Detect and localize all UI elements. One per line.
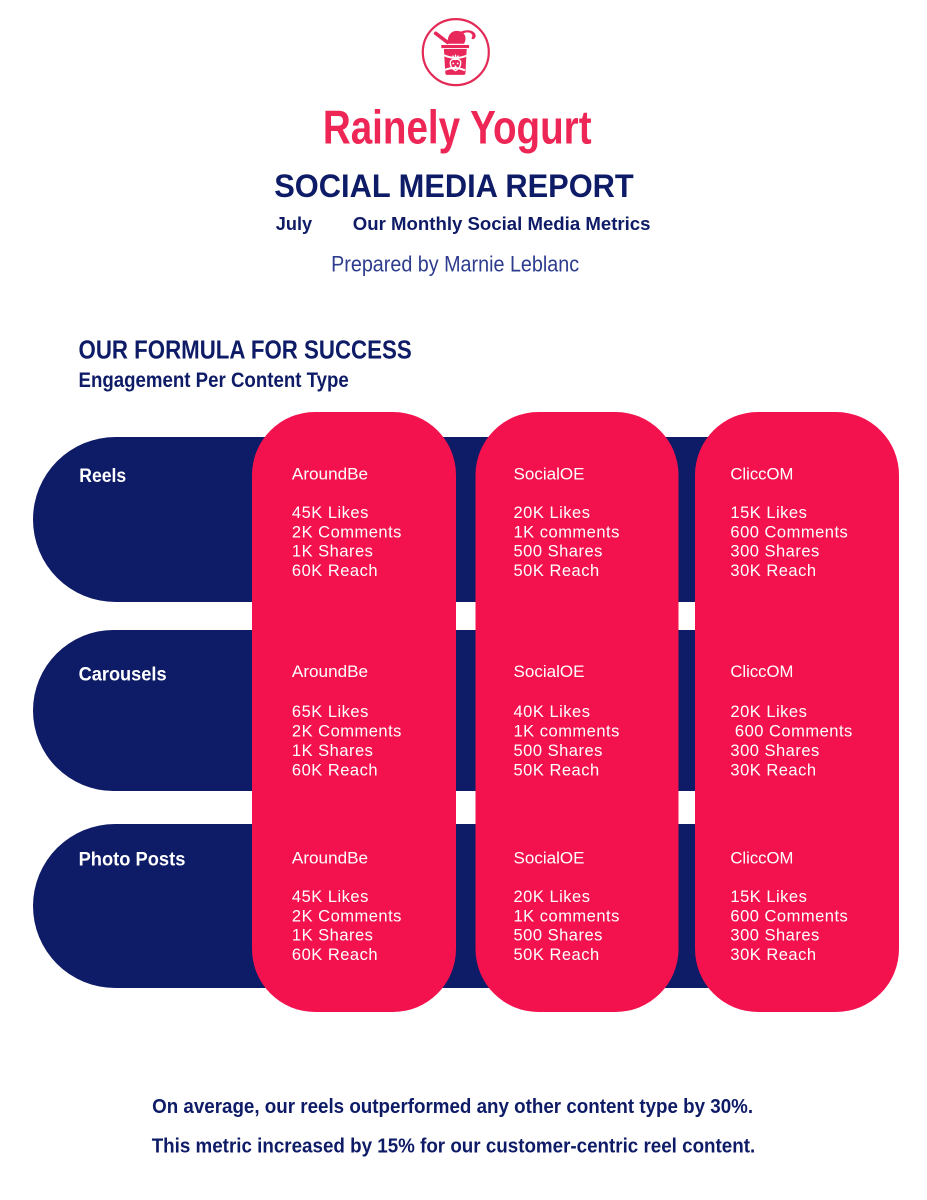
svg-text:SocialOE: SocialOE [514,850,585,868]
svg-text:30K Reach: 30K Reach [730,946,816,964]
svg-text:1K Shares: 1K Shares [292,742,374,760]
svg-text:500 Shares: 500 Shares [514,543,603,561]
svg-text:CliccOM: CliccOM [730,850,793,868]
svg-text:AroundBe: AroundBe [292,850,368,868]
svg-text:CliccOM: CliccOM [730,466,793,484]
svg-text:300 Shares: 300 Shares [730,927,819,945]
svg-text:Photo Posts: Photo Posts [79,850,186,871]
svg-text:AroundBe: AroundBe [292,663,368,681]
svg-text:OUR FORMULA FOR SUCCESS: OUR FORMULA FOR SUCCESS [79,334,412,364]
svg-text:SOCIAL MEDIA REPORT: SOCIAL MEDIA REPORT [274,168,634,204]
svg-text:60K Reach: 60K Reach [292,562,378,580]
svg-text:60K Reach: 60K Reach [292,761,378,779]
svg-text:300 Shares: 300 Shares [730,742,819,760]
svg-text:500 Shares: 500 Shares [514,927,603,945]
svg-text:30K Reach: 30K Reach [730,562,816,580]
svg-text:45K Likes: 45K Likes [292,888,369,906]
svg-text:1K Shares: 1K Shares [292,543,374,561]
svg-text:20K Likes: 20K Likes [514,504,591,522]
svg-text:SocialOE: SocialOE [514,466,585,484]
svg-text:1K comments: 1K comments [514,722,620,740]
svg-text:1K Shares: 1K Shares [292,927,374,945]
svg-text:20K Likes: 20K Likes [730,703,807,721]
svg-text:15K Likes: 15K Likes [730,504,807,522]
svg-text:50K Reach: 50K Reach [514,761,600,779]
svg-text:65K Likes: 65K Likes [292,703,369,721]
svg-text:45K Likes: 45K Likes [292,504,369,522]
svg-text:1K comments: 1K comments [514,523,620,541]
svg-text:This metric increased by 15% f: This metric increased by 15% for our cus… [152,1136,756,1158]
svg-text:50K Reach: 50K Reach [514,562,600,580]
svg-text:July: July [276,214,312,234]
svg-text:15K Likes: 15K Likes [730,888,807,906]
svg-text:2K Comments: 2K Comments [292,907,402,925]
svg-text:300 Shares: 300 Shares [730,543,819,561]
svg-text:30K Reach: 30K Reach [730,761,816,779]
svg-text:1K comments: 1K comments [514,907,620,925]
svg-text:40K Likes: 40K Likes [514,703,591,721]
svg-text:50K Reach: 50K Reach [514,946,600,964]
svg-text:Our Monthly Social Media Metri: Our Monthly Social Media Metrics [353,214,651,234]
svg-text:Carousels: Carousels [79,665,167,686]
svg-text:CliccOM: CliccOM [730,663,793,681]
svg-text:Prepared by Marnie Leblanc: Prepared by Marnie Leblanc [331,251,579,276]
svg-text:Rainely Yogurt: Rainely Yogurt [323,101,592,154]
svg-text:600 Comments: 600 Comments [730,907,848,925]
svg-text:20K Likes: 20K Likes [514,888,591,906]
svg-text:Reels: Reels [79,466,126,487]
svg-text:SocialOE: SocialOE [514,663,585,681]
svg-text:2K Comments: 2K Comments [292,523,402,541]
svg-text:600 Comments: 600 Comments [735,722,853,740]
svg-text:2K Comments: 2K Comments [292,722,402,740]
svg-text:Engagement Per Content Type: Engagement Per Content Type [79,369,349,392]
svg-text:AroundBe: AroundBe [292,466,368,484]
svg-text:500 Shares: 500 Shares [514,742,603,760]
svg-text:60K Reach: 60K Reach [292,946,378,964]
svg-text:600 Comments: 600 Comments [730,523,848,541]
svg-text:On average, our reels outperfo: On average, our reels outperformed any o… [152,1096,753,1118]
